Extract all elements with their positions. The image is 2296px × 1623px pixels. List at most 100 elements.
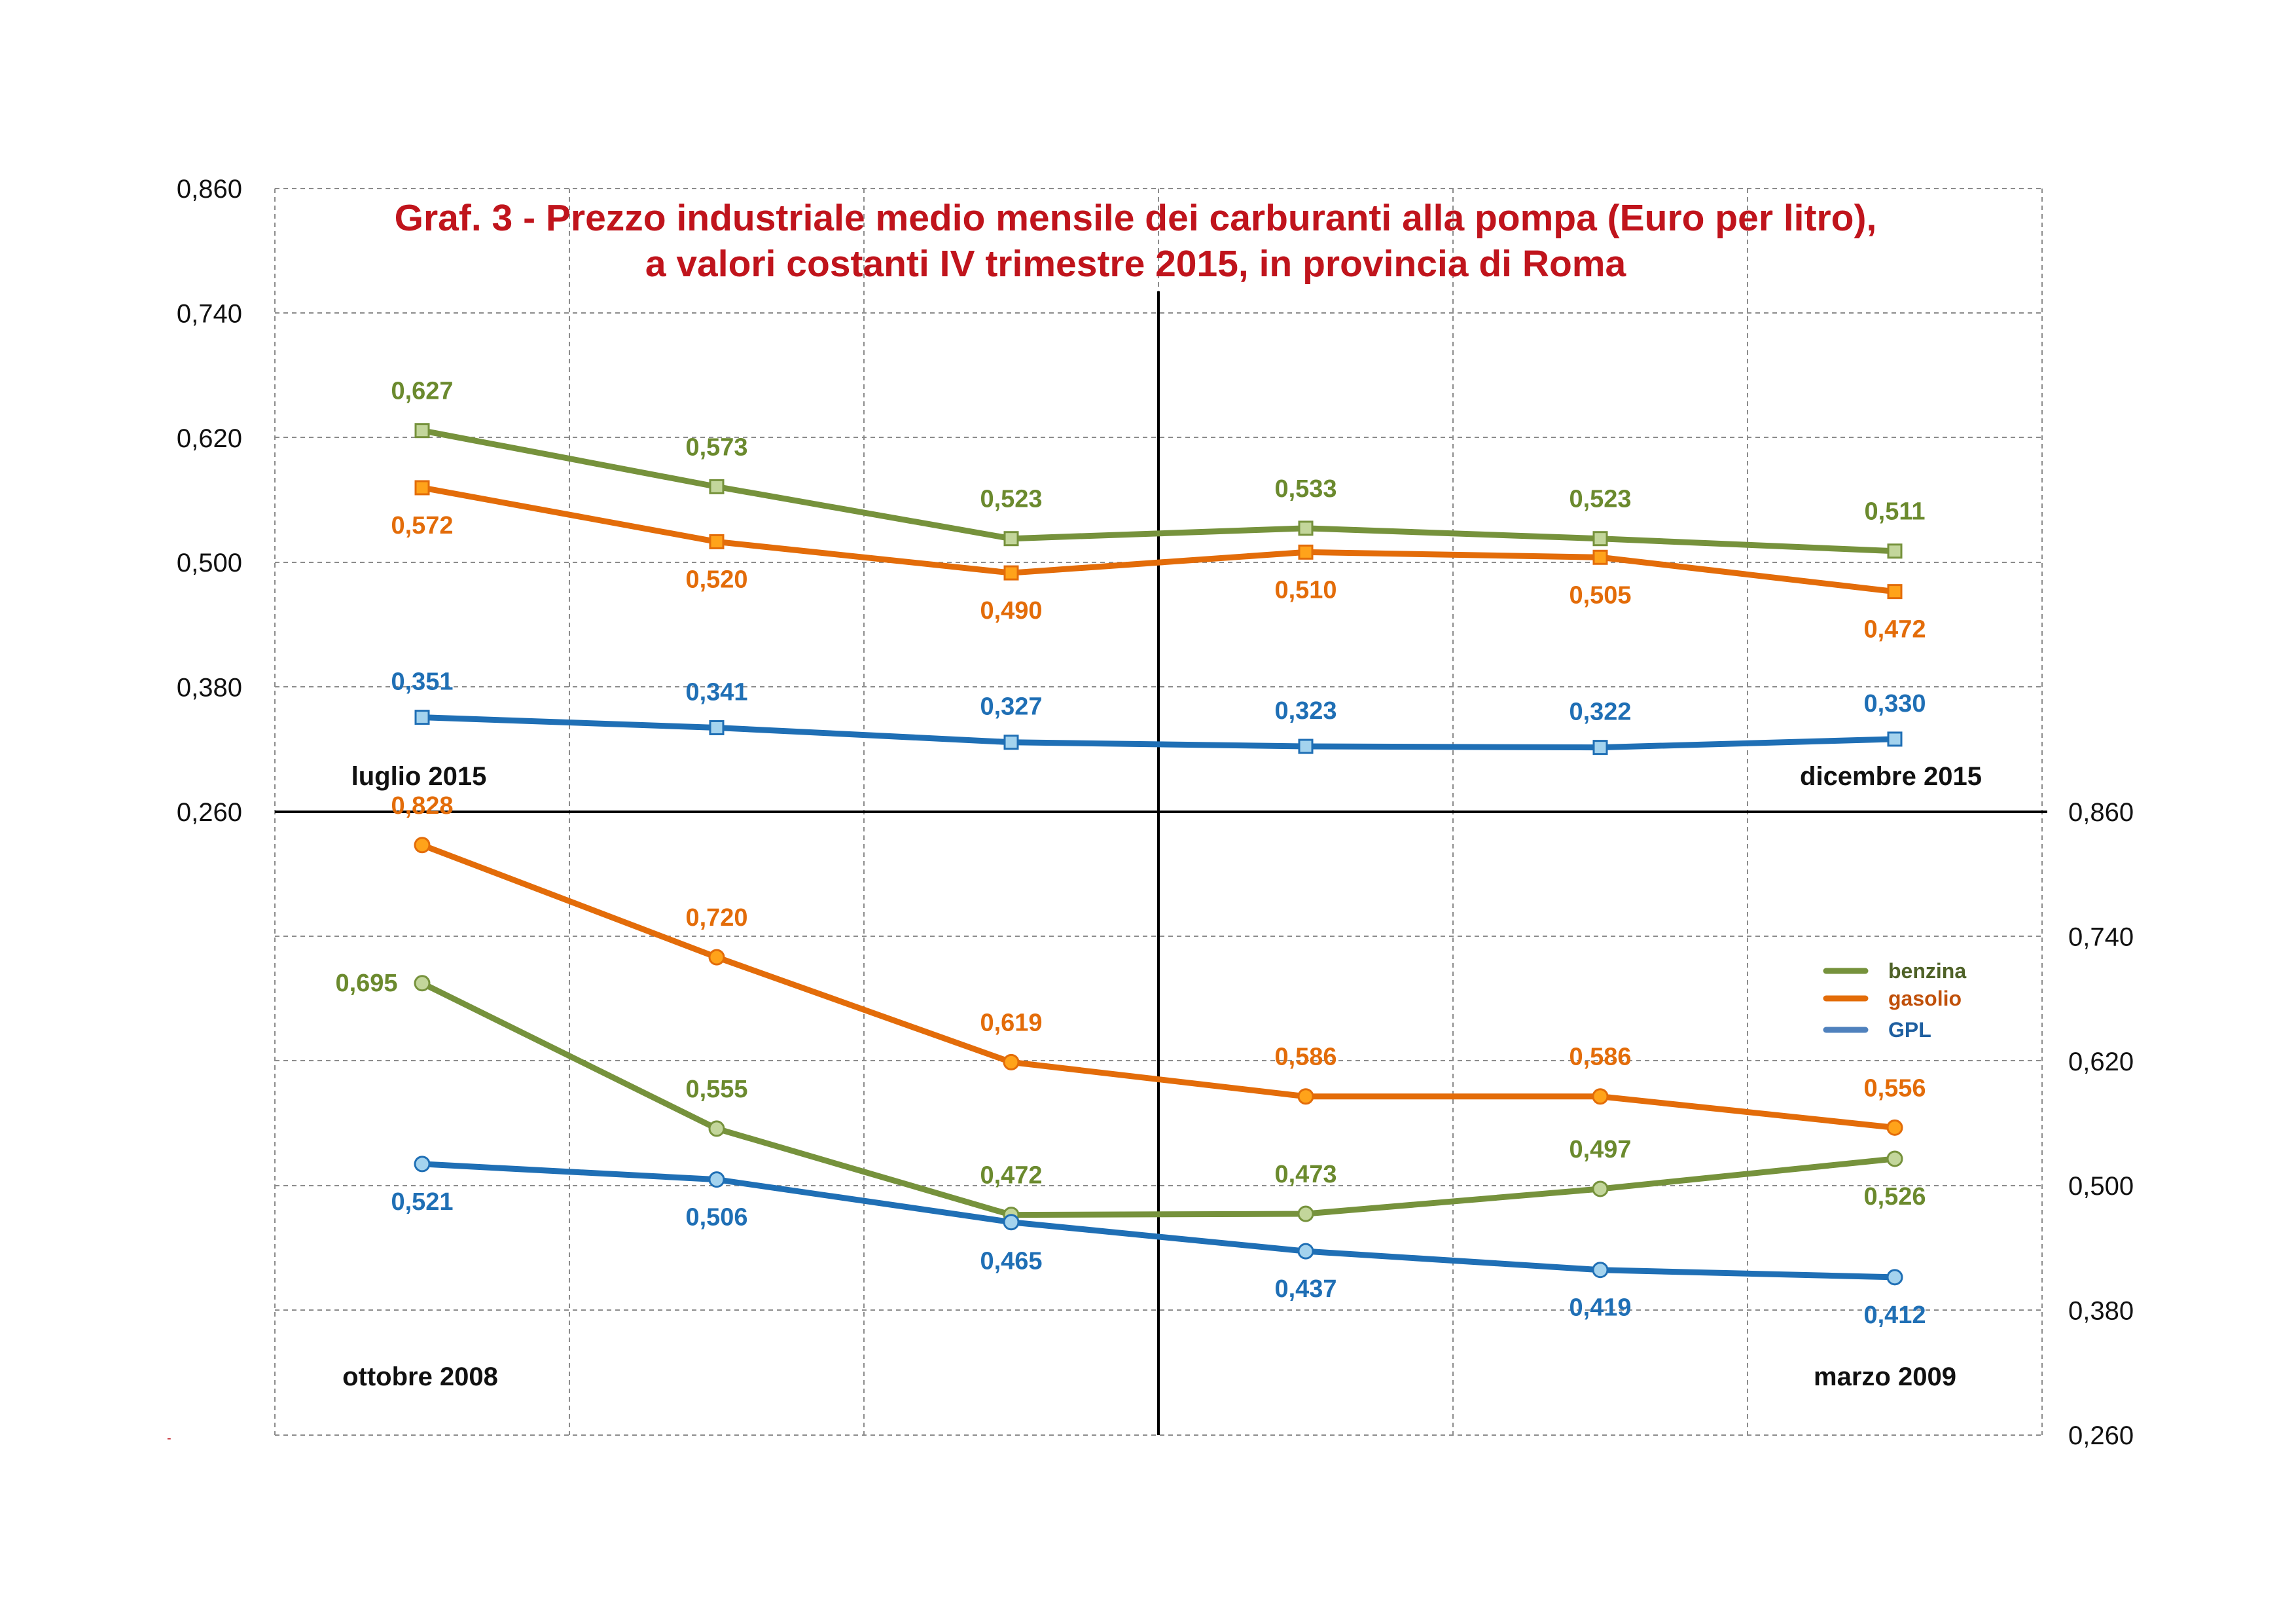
data-label-benzina: 0,497 <box>1569 1136 1631 1163</box>
series-gasolio-top: 0,572 0,520 0,490 0,510 0,505 0,472 <box>391 480 1926 644</box>
data-point-benzina <box>1297 1205 1314 1222</box>
data-label-benzina: 0,523 <box>980 486 1042 513</box>
data-label-GPL: 0,330 <box>1863 690 1926 718</box>
data-label-benzina: 0,511 <box>1865 498 1926 526</box>
data-point-gasolio <box>1887 584 1903 600</box>
data-label-gasolio: 0,520 <box>685 566 747 593</box>
data-label-benzina: 0,695 <box>335 970 397 997</box>
series-gasolio-bottom: 0,828 0,720 0,619 0,586 0,586 0,556 <box>391 792 1926 1136</box>
y-tick-label: 0,380 <box>2068 1297 2134 1326</box>
data-point-GPL <box>1592 1262 1609 1279</box>
y-tick-label: 0,620 <box>2068 1048 2134 1076</box>
data-point-benzina <box>1003 531 1019 547</box>
series-GPL-top: 0,351 0,341 0,327 0,323 0,322 0,330 <box>391 668 1926 756</box>
data-point-benzina <box>414 975 431 992</box>
y-tick-label: 0,500 <box>177 549 242 577</box>
data-point-GPL <box>1003 1214 1020 1231</box>
legend-label: benzina <box>1888 959 1966 983</box>
data-label-benzina: 0,473 <box>1274 1161 1336 1188</box>
data-label-GPL: 0,323 <box>1274 697 1336 725</box>
data-point-GPL <box>708 1171 725 1188</box>
data-point-gasolio <box>1003 565 1019 581</box>
data-label-GPL: 0,506 <box>685 1204 747 1231</box>
data-label-benzina: 0,472 <box>980 1162 1042 1190</box>
data-label-gasolio: 0,828 <box>391 792 453 820</box>
data-point-GPL <box>1887 731 1903 747</box>
legend-item-GPL: GPL <box>1823 1018 1931 1042</box>
bottom-period-start: ottobre 2008 <box>342 1362 498 1391</box>
data-point-GPL <box>709 720 725 735</box>
data-label-gasolio: 0,472 <box>1863 616 1926 644</box>
grid-layer <box>274 188 2043 1436</box>
data-label-gasolio: 0,490 <box>980 597 1042 625</box>
data-point-gasolio <box>1886 1119 1903 1136</box>
data-point-GPL <box>1003 735 1019 750</box>
stray-mark: - <box>167 1431 171 1446</box>
data-point-gasolio <box>1592 1088 1609 1105</box>
data-label-benzina: 0,526 <box>1863 1183 1926 1211</box>
legend-item-benzina: benzina <box>1823 959 1966 983</box>
data-label-gasolio: 0,586 <box>1569 1044 1631 1071</box>
data-point-GPL <box>414 1156 431 1173</box>
data-label-benzina: 0,573 <box>685 433 747 461</box>
data-point-benzina <box>1886 1150 1903 1167</box>
series-GPL-bottom: 0,521 0,506 0,465 0,437 0,419 0,412 <box>391 1156 1926 1329</box>
y-tick-label: 0,620 <box>177 424 242 453</box>
data-label-GPL: 0,465 <box>980 1248 1042 1275</box>
data-label-GPL: 0,437 <box>1274 1275 1336 1303</box>
y-tick-label: 0,740 <box>177 299 242 328</box>
data-point-benzina <box>414 423 430 439</box>
data-point-gasolio <box>708 949 725 966</box>
top-period-start: luglio 2015 <box>351 762 487 791</box>
data-point-benzina <box>1298 520 1314 536</box>
top-period-end: dicembre 2015 <box>1800 762 1982 791</box>
data-label-GPL: 0,419 <box>1569 1294 1631 1322</box>
data-label-benzina: 0,555 <box>685 1076 747 1103</box>
series-benzina-bottom: 0,695 0,555 0,472 0,473 0,497 0,526 <box>335 970 1926 1224</box>
y-tick-label: 0,860 <box>2068 798 2134 827</box>
y-tick-label: 0,260 <box>2068 1421 2134 1450</box>
data-point-gasolio <box>709 534 725 549</box>
data-point-GPL <box>1592 740 1608 756</box>
data-point-gasolio <box>414 837 431 854</box>
axes-layer <box>275 291 2047 1435</box>
data-label-GPL: 0,327 <box>980 693 1042 721</box>
data-point-gasolio <box>1003 1053 1020 1070</box>
series-benzina-top: 0,627 0,573 0,523 0,533 0,523 0,511 <box>391 378 1926 559</box>
legend-item-gasolio: gasolio <box>1823 987 1962 1010</box>
data-label-GPL: 0,521 <box>391 1188 453 1216</box>
y-tick-label: 0,260 <box>177 798 242 827</box>
legend-label: GPL <box>1888 1018 1931 1042</box>
data-point-gasolio <box>1298 544 1314 560</box>
legend-label: gasolio <box>1888 987 1962 1010</box>
data-point-gasolio <box>1297 1088 1314 1105</box>
data-label-benzina: 0,533 <box>1274 475 1336 503</box>
data-label-benzina: 0,523 <box>1569 486 1631 513</box>
series-line-GPL <box>419 1161 1898 1281</box>
data-point-benzina <box>1887 543 1903 559</box>
y-tick-label: 0,380 <box>177 674 242 702</box>
title-line-1: Graf. 3 - Prezzo industriale medio mensi… <box>395 197 1877 239</box>
data-label-GPL: 0,412 <box>1863 1302 1926 1329</box>
y-tick-labels: 0,860 0,740 0,620 0,500 0,380 0,260 0,860 0,740… <box>177 175 2134 1450</box>
bottom-period-end: marzo 2009 <box>1814 1362 1956 1391</box>
data-point-benzina <box>1592 1180 1609 1197</box>
data-label-gasolio: 0,505 <box>1569 581 1631 609</box>
data-label-gasolio: 0,720 <box>685 904 747 932</box>
data-label-gasolio: 0,556 <box>1863 1074 1926 1102</box>
data-label-GPL: 0,322 <box>1569 699 1631 726</box>
y-tick-label: 0,860 <box>177 175 242 204</box>
data-point-benzina <box>708 1120 725 1137</box>
data-point-GPL <box>1886 1269 1903 1286</box>
legend: benzina gasolio GPL <box>1823 959 1966 1042</box>
title-line-2: a valori costanti IV trimestre 2015, in … <box>645 243 1627 285</box>
data-label-gasolio: 0,619 <box>980 1009 1042 1036</box>
y-tick-label: 0,740 <box>2068 922 2134 951</box>
series-line-benzina <box>419 428 1898 555</box>
data-point-gasolio <box>1592 549 1608 565</box>
y-tick-label: 0,500 <box>2068 1172 2134 1201</box>
series-line-gasolio <box>419 484 1898 595</box>
series-line-GPL <box>419 714 1898 751</box>
data-point-benzina <box>1592 531 1608 547</box>
data-label-GPL: 0,341 <box>685 678 747 706</box>
